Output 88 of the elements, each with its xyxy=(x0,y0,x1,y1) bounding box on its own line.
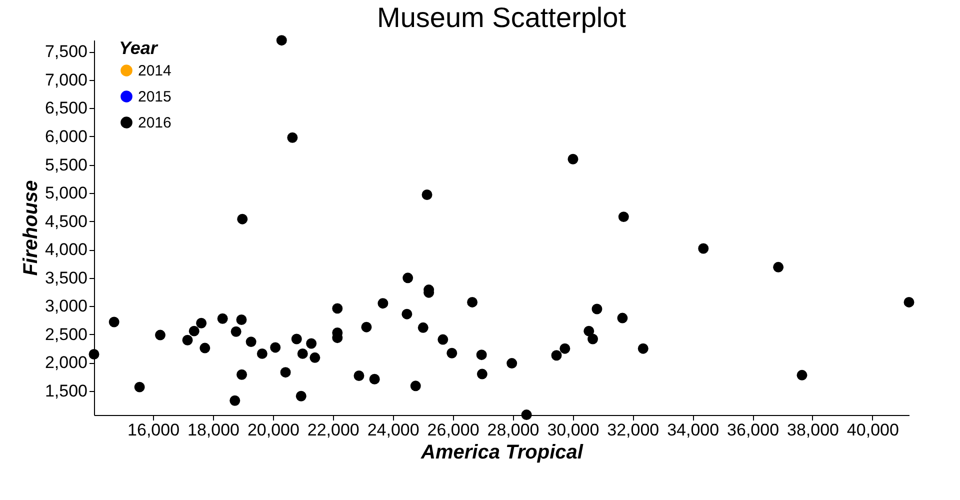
chart-title: Museum Scatterplot xyxy=(377,2,626,34)
y-tick-label: 3,000 xyxy=(44,296,88,316)
point xyxy=(246,336,256,348)
y-tick-label: 3,500 xyxy=(44,268,88,288)
x-tick-label: 28,000 xyxy=(487,420,540,440)
legend-title: Year xyxy=(119,38,158,58)
point xyxy=(592,304,602,314)
point xyxy=(369,374,380,384)
point xyxy=(276,35,287,46)
point xyxy=(402,308,412,320)
x-tick-label: 32,000 xyxy=(607,420,660,440)
point xyxy=(237,214,248,224)
x-tick-label: 16,000 xyxy=(128,420,180,440)
point xyxy=(230,326,242,337)
x-tick-label: 34,000 xyxy=(667,420,720,440)
y-tick-label: 1,500 xyxy=(44,382,88,401)
point xyxy=(134,382,145,392)
y-tick-label: 4,500 xyxy=(44,212,88,231)
point xyxy=(280,367,291,378)
point xyxy=(904,296,914,308)
y-tick-label: 6,000 xyxy=(44,126,88,146)
point xyxy=(618,212,629,222)
point xyxy=(310,352,320,363)
point xyxy=(291,334,302,344)
point xyxy=(182,334,193,346)
x-tick-label: 36,000 xyxy=(727,420,780,440)
y-tick-label: 2,500 xyxy=(44,324,88,344)
point xyxy=(296,390,306,402)
point xyxy=(256,348,268,359)
x-tick-label: 30,000 xyxy=(547,420,600,440)
point xyxy=(287,132,298,143)
point xyxy=(88,349,100,360)
point xyxy=(476,368,488,380)
y-tick-label: 4,000 xyxy=(44,240,88,260)
x-tick-label: 26,000 xyxy=(427,420,480,440)
point xyxy=(230,395,240,406)
x-tick-label: 24,000 xyxy=(367,420,420,440)
x-tick-label: 18,000 xyxy=(188,420,240,440)
legend-label: 2016 xyxy=(138,114,172,132)
x-tick-label: 22,000 xyxy=(307,420,360,440)
point xyxy=(418,322,428,333)
y-tick-label: 2,000 xyxy=(44,353,88,372)
point xyxy=(467,296,478,308)
point xyxy=(410,380,421,392)
x-tick-label: 20,000 xyxy=(247,420,300,440)
point xyxy=(108,316,120,328)
point xyxy=(438,334,448,345)
y-tick-label: 5,500 xyxy=(44,155,88,174)
point xyxy=(306,338,317,349)
point xyxy=(560,343,570,354)
legend-label: 2014 xyxy=(138,62,172,80)
y-axis-title: Firehouse xyxy=(20,180,42,276)
x-tick-label: 38,000 xyxy=(786,420,839,440)
point xyxy=(378,298,388,309)
point xyxy=(236,314,247,325)
point xyxy=(773,262,784,272)
point xyxy=(402,272,414,284)
point xyxy=(196,318,207,328)
point xyxy=(506,358,518,369)
point xyxy=(422,190,432,200)
y-tick-label: 7,000 xyxy=(44,70,88,90)
point xyxy=(521,410,532,420)
point xyxy=(270,342,281,353)
point xyxy=(236,369,248,380)
point xyxy=(217,313,228,324)
point xyxy=(617,312,628,324)
point xyxy=(354,370,364,381)
legend-label: 2015 xyxy=(138,88,172,106)
point xyxy=(476,350,487,360)
point xyxy=(297,348,308,359)
x-axis-title: America Tropical xyxy=(420,442,584,464)
point xyxy=(638,343,648,354)
point xyxy=(446,348,458,358)
point xyxy=(200,342,210,354)
point xyxy=(155,330,166,340)
point xyxy=(796,370,808,380)
point xyxy=(361,322,372,332)
y-tick-label: 5,000 xyxy=(44,184,88,203)
point xyxy=(584,326,594,336)
point xyxy=(551,350,562,361)
point xyxy=(332,303,343,314)
point xyxy=(698,243,709,254)
point xyxy=(568,154,578,164)
x-tick-label: 40,000 xyxy=(846,420,899,440)
y-tick-label: 6,500 xyxy=(44,98,88,118)
point xyxy=(188,326,200,336)
y-tick-label: 7,500 xyxy=(44,42,88,62)
point xyxy=(588,334,598,344)
